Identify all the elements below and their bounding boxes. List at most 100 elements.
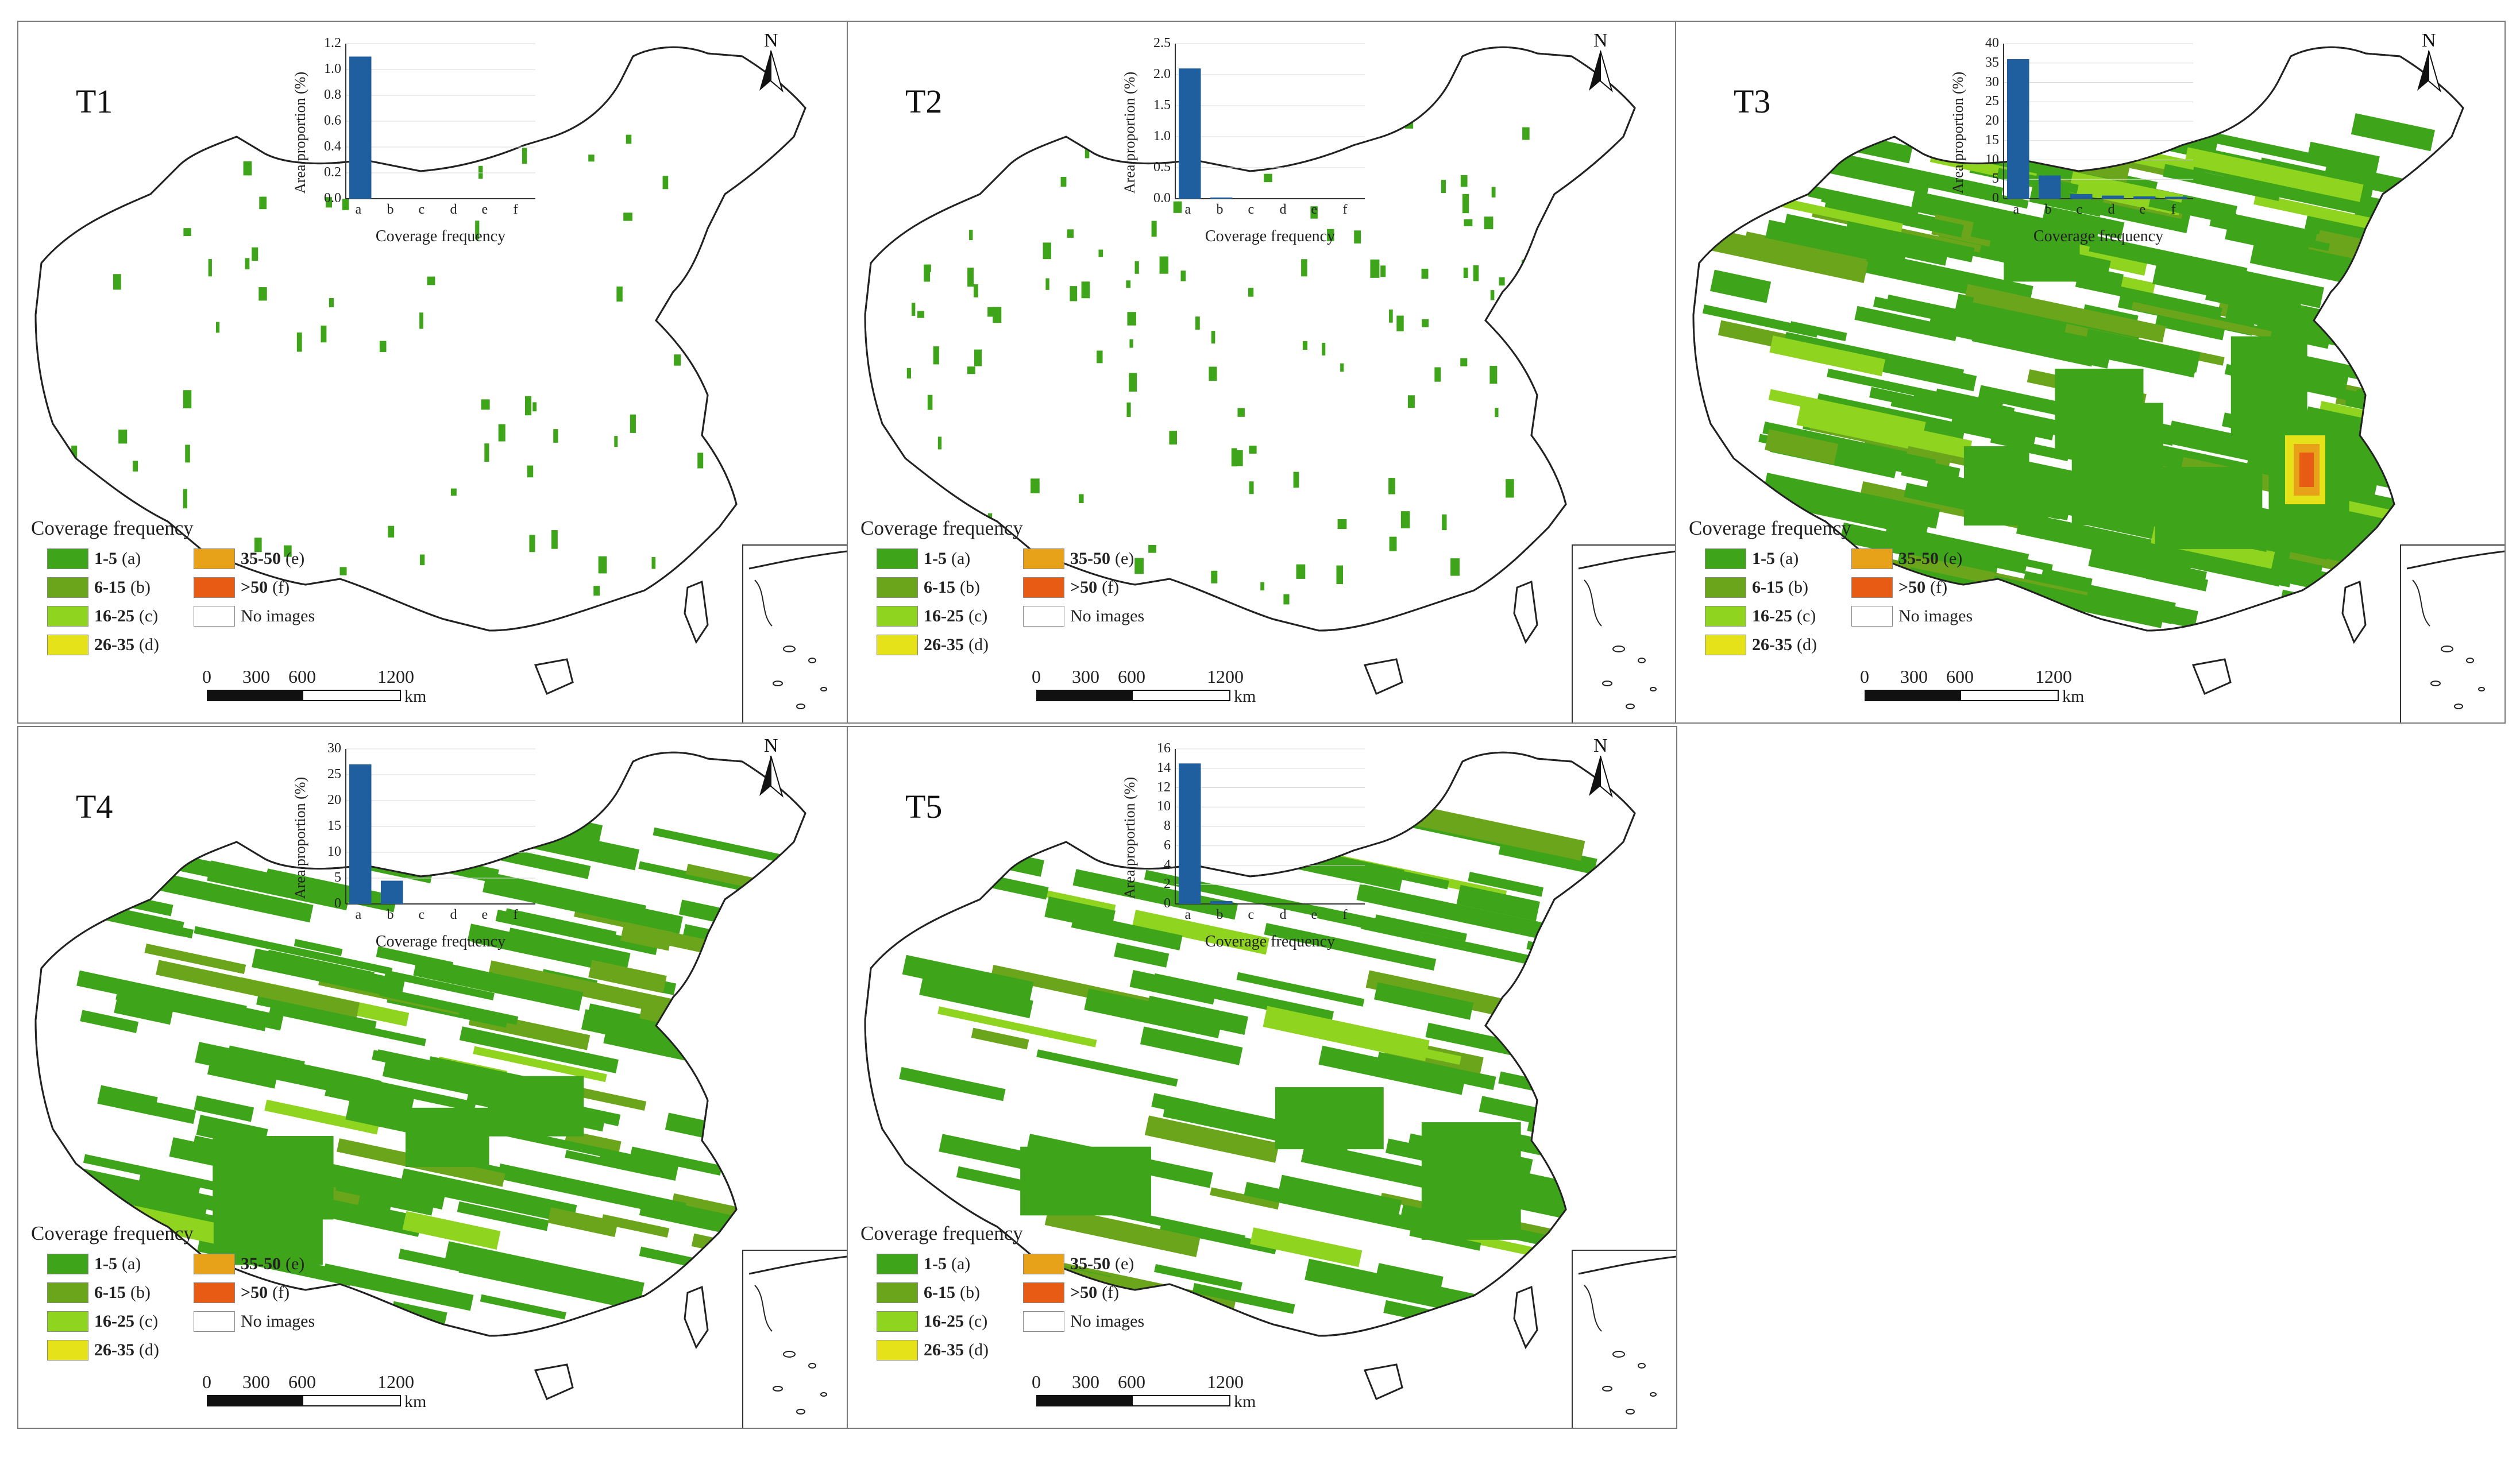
legend-swatch [194, 577, 235, 598]
coverage-swath [252, 247, 258, 261]
scale-tick: 1200 [2035, 666, 2072, 687]
coverage-swath [326, 197, 332, 208]
legend-swatch [1705, 606, 1746, 627]
coverage-swath [87, 163, 94, 173]
legend-code: (d) [968, 635, 989, 654]
coverage-swath [1702, 304, 1819, 338]
scale-tick: 1200 [1207, 1371, 1244, 1392]
legend-code: (e) [285, 1254, 305, 1273]
coverage-swath [1209, 366, 1217, 381]
coverage-swath [950, 179, 960, 196]
y-tick-label: 30 [327, 741, 341, 756]
coverage-swath [902, 954, 1034, 1002]
coverage-swath [2075, 277, 2222, 318]
legend-code: (b) [130, 578, 150, 597]
north-label: N [2422, 30, 2436, 51]
coverage-swath [974, 349, 982, 366]
legend-item: 1-5 (a) [877, 1253, 970, 1276]
coverage-swath [532, 402, 537, 412]
coverage-swath [1310, 206, 1318, 219]
coverage-swath [504, 908, 617, 945]
coverage-swath [1081, 281, 1090, 299]
coverage-swath [715, 273, 720, 288]
legend-item: 35-50 (e) [194, 547, 304, 570]
coverage-swath [598, 556, 607, 574]
legend-swatch [877, 1254, 918, 1274]
coverage-swath [379, 987, 519, 1025]
scale-tick: 600 [1118, 1371, 1145, 1392]
coverage-swath [623, 212, 632, 221]
legend: 1-5 (a) 6-15 (b) 16-25 (c) 26-35 (d) 35-50 (e) >50… [1705, 547, 1981, 674]
south-china-sea-inset [742, 544, 847, 722]
coverage-swath [1211, 331, 1215, 344]
legend-range: 1-5 [94, 549, 117, 568]
coverage-swath [937, 1006, 1097, 1048]
legend-code: (d) [139, 1340, 159, 1359]
legend-swatch [47, 548, 88, 569]
bar-d [2102, 195, 2124, 199]
coverage-swath [223, 808, 280, 837]
north-arrow-icon [1589, 755, 1613, 798]
coverage-block [213, 1136, 334, 1220]
islands [1363, 1285, 1538, 1401]
coverage-swath [1787, 121, 1855, 151]
coverage-swath [1796, 404, 1973, 462]
x-axis-label: Coverage frequency [375, 933, 506, 950]
coverage-swath [1237, 408, 1245, 417]
coverage-swath [459, 1026, 619, 1073]
y-tick-label: 8 [1164, 818, 1171, 833]
coverage-swath [481, 399, 490, 410]
coverage-swath [917, 311, 925, 318]
legend-code: (b) [960, 578, 980, 597]
legend-item: 1-5 (a) [47, 1253, 141, 1276]
coverage-swath [450, 488, 457, 496]
x-tick-label: f [1342, 907, 1348, 922]
legend-title: Coverage frequency [860, 517, 1023, 539]
china-outline-stroke [1692, 46, 2464, 632]
scale-tick: 300 [1072, 1371, 1099, 1392]
legend-code: (f) [272, 578, 290, 597]
bar-f [2165, 196, 2187, 199]
legend-swatch [1705, 548, 1746, 569]
coverage-swath [1195, 316, 1200, 330]
china-outline-stroke [34, 751, 806, 1337]
coverage-swath [252, 948, 405, 999]
coverage-swath [1460, 358, 1468, 366]
coverage-swath [1468, 871, 1544, 897]
coverage-swath [527, 465, 534, 478]
coverage-swath [133, 461, 138, 472]
y-axis-label: Area proportion (%) [1121, 776, 1138, 899]
coverage-swath [1250, 1227, 1363, 1267]
legend-range: 6-15 [1752, 578, 1784, 597]
coverage-swath [1067, 229, 1074, 238]
coverage-swath [1151, 221, 1157, 237]
y-tick-label: 0.8 [324, 87, 341, 102]
x-tick-label: c [2076, 202, 2083, 217]
coverage-swath [1072, 869, 1238, 920]
scale-bar-graphic [207, 690, 401, 701]
legend-range: >50 [1070, 1283, 1098, 1302]
coverage-swath [384, 969, 495, 1000]
legend-item: 1-5 (a) [47, 547, 141, 570]
coverage-swath [1263, 1006, 1430, 1061]
coverage-swath [1768, 389, 1926, 433]
coverage-swath [2020, 442, 2070, 462]
x-tick-label: b [2044, 202, 2052, 217]
coverage-swath [1709, 269, 1772, 303]
y-tick-label: 10 [1985, 152, 1999, 167]
legend-range: 1-5 [94, 1254, 117, 1273]
coverage-swath [1839, 522, 2000, 575]
coverage-swath [370, 1080, 476, 1112]
legend-swatch [194, 606, 235, 627]
x-axis-label: Coverage frequency [1205, 933, 1336, 950]
coverage-swath [1441, 180, 1446, 194]
coverage-swath [1159, 256, 1169, 274]
coverage-swath [1765, 219, 1907, 268]
legend-code: (a) [122, 1254, 141, 1273]
legend-range: 26-35 [924, 635, 964, 654]
legend-code: (e) [1115, 549, 1134, 568]
coverage-swath [547, 1207, 618, 1237]
coverage-swath [1783, 214, 1949, 266]
coverage-swath [1774, 98, 1835, 129]
coverage-swath [1394, 801, 1585, 861]
